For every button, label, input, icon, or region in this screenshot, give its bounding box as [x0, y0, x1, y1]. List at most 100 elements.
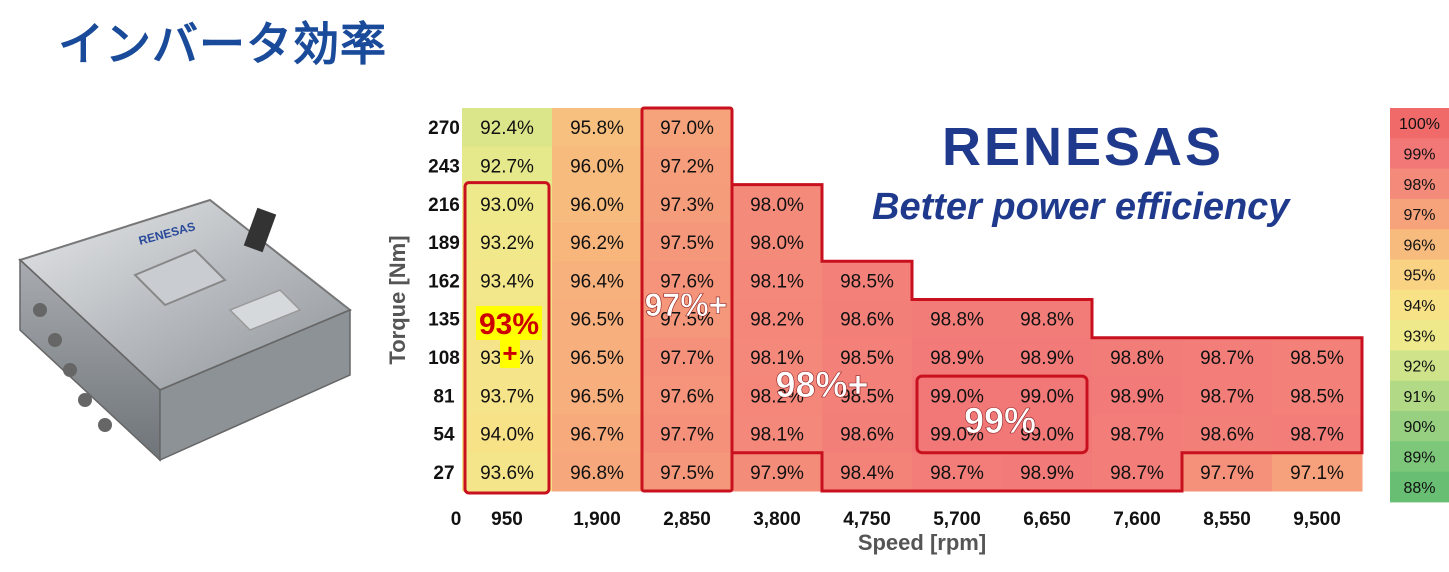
- y-tick-label: 81: [433, 386, 455, 407]
- cell-value: 93.4%: [480, 271, 534, 292]
- cell-value: 96.4%: [570, 271, 624, 292]
- heatmap-cell: [1272, 414, 1363, 454]
- legend-label: 100%: [1399, 116, 1440, 133]
- x-tick-label: 4,750: [843, 509, 891, 530]
- x-tick-label: 950: [491, 509, 523, 530]
- heatmap-cell: [552, 376, 643, 415]
- cell-value: 98.1%: [750, 348, 804, 369]
- cell-value: 98.5%: [1290, 348, 1344, 369]
- cell-value: 98.6%: [840, 310, 894, 331]
- y-tick-label: 27: [433, 463, 454, 484]
- cell-value: 98.8%: [1020, 310, 1074, 331]
- cell-value: 98.2%: [750, 310, 804, 331]
- heatmap-cell: [822, 376, 913, 415]
- heatmap-cell: [1092, 337, 1183, 377]
- heatmap-cell: [462, 376, 553, 415]
- heatmap-cell: [912, 452, 1003, 492]
- x-tick-label: 5,700: [933, 509, 981, 530]
- cell-value: 93.7%: [480, 386, 534, 407]
- heatmap-cell: [462, 414, 553, 454]
- cell-value: 97.1%: [1290, 463, 1344, 484]
- tagline: Better power efficiency: [872, 186, 1290, 228]
- legend-label: 90%: [1403, 419, 1435, 436]
- heatmap-cell: [1272, 452, 1363, 492]
- cell-value: 98.7%: [1200, 348, 1254, 369]
- y-tick-label: 216: [428, 195, 460, 216]
- legend-swatch: [1390, 320, 1449, 351]
- legend-swatch: [1390, 380, 1449, 412]
- x-tick-label: 2,850: [663, 509, 711, 530]
- legend-swatch: [1390, 289, 1449, 321]
- heatmap-cell: [552, 337, 643, 377]
- heatmap-cell: [1272, 337, 1363, 377]
- legend-swatch: [1390, 411, 1449, 442]
- region-box-93: [463, 181, 551, 495]
- heatmap-cell: [1182, 376, 1273, 415]
- legend-swatch: [1390, 471, 1449, 503]
- legend-label: 98%: [1403, 177, 1435, 194]
- heatmap-cell: [822, 452, 913, 492]
- cell-value: 98.5%: [1290, 386, 1344, 407]
- legend-swatch: [1390, 259, 1449, 291]
- x-axis-label: Speed [rpm]: [857, 530, 987, 555]
- heatmap-cell: [552, 261, 643, 300]
- cell-value: 98.9%: [1110, 386, 1164, 407]
- heatmap-cell: [462, 222, 553, 262]
- x-tick-label: 1,900: [573, 509, 621, 530]
- cell-value: 96.5%: [570, 386, 624, 407]
- cell-value: 98.6%: [840, 425, 894, 446]
- legend-swatch: [1390, 108, 1449, 139]
- x-tick-label: 7,600: [1113, 509, 1161, 530]
- cell-value: 97.5%: [660, 233, 714, 254]
- cell-value: 97.2%: [660, 156, 714, 177]
- cell-value: 98.9%: [1020, 463, 1074, 484]
- annotation-93-plus-bg: [500, 340, 520, 368]
- y-tick-label: 243: [428, 156, 460, 177]
- x-tick-label: 3,800: [753, 509, 801, 530]
- heatmap-cell: [462, 146, 553, 186]
- heatmap-cell: [462, 184, 553, 224]
- annotation-93-plus: +: [502, 338, 517, 368]
- cell-value: 97.7%: [660, 425, 714, 446]
- y-tick-label: 108: [428, 348, 460, 369]
- cell-value: 99.0%: [930, 425, 984, 446]
- heatmap-cell: [1092, 376, 1183, 415]
- heatmap-cell: [642, 452, 733, 492]
- heatmap-cell: [642, 222, 733, 262]
- cell-value: 97.5%: [660, 463, 714, 484]
- legend-swatch: [1390, 168, 1449, 200]
- cell-value: 93.6%: [480, 463, 534, 484]
- x-tick-label: 8,550: [1203, 509, 1251, 530]
- cell-value: 98.5%: [840, 348, 894, 369]
- cell-value: 96.8%: [570, 463, 624, 484]
- heatmap-cell: [642, 261, 733, 300]
- heatmap-cell: [1092, 452, 1183, 492]
- heatmap-cell: [1002, 299, 1093, 339]
- y-tick-label: 162: [428, 271, 460, 292]
- heatmap-cell: [732, 184, 823, 224]
- cell-value: 98.8%: [930, 310, 984, 331]
- cell-value: 92.7%: [480, 156, 534, 177]
- heatmap-cell: [822, 414, 913, 454]
- cell-value: 97.3%: [660, 195, 714, 216]
- page-title: インバータ効率: [58, 17, 387, 71]
- heatmap-cell: [732, 376, 823, 415]
- heatmap-cell: [912, 414, 1003, 454]
- heatmap-cell: [1002, 376, 1093, 415]
- legend-swatch: [1390, 138, 1449, 170]
- heatmap-cell: [1182, 452, 1273, 492]
- annotation-93: 93%: [479, 308, 539, 341]
- heatmap-cell: [552, 452, 643, 492]
- renesas-logo: RENESAS: [942, 117, 1225, 177]
- legend-label: 89%: [1403, 449, 1435, 466]
- annotation-98: 98%+: [775, 364, 868, 405]
- heatmap-cell: [1092, 414, 1183, 454]
- cell-value: 98.7%: [1110, 463, 1164, 484]
- heatmap-cell: [552, 299, 643, 339]
- cell-value: 96.5%: [570, 348, 624, 369]
- heatmap-cell: [732, 452, 823, 492]
- x-tick-label: 9,500: [1293, 509, 1341, 530]
- heatmap-cell: [642, 376, 733, 415]
- cell-value: 98.7%: [1290, 425, 1344, 446]
